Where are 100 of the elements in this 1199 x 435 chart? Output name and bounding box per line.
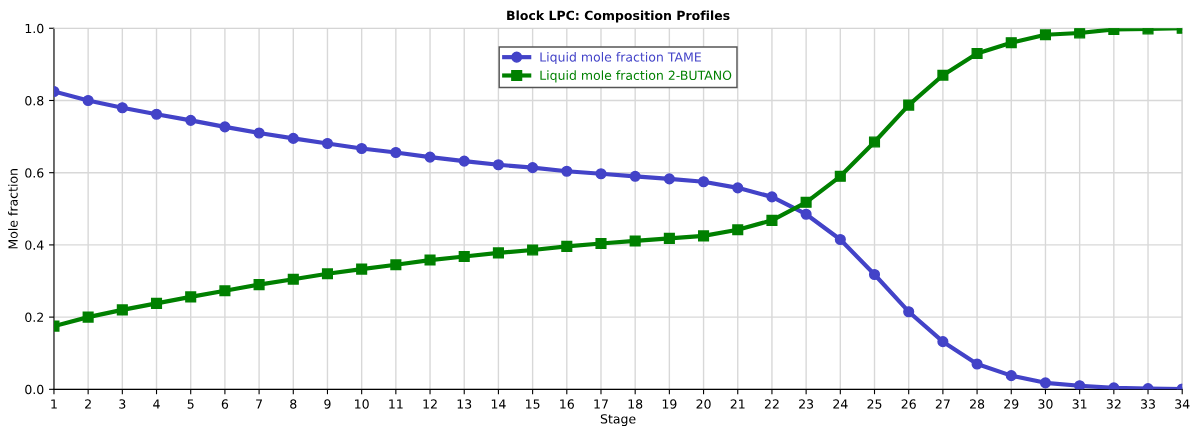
point xyxy=(253,279,265,291)
x-tick-label: 14 xyxy=(491,399,506,409)
y-tick-label: 0.2 xyxy=(25,312,43,323)
point xyxy=(800,196,812,208)
y-tick-label: 0.4 xyxy=(25,240,44,250)
x-tick-label: 4 xyxy=(153,399,160,409)
x-axis-title: Stage xyxy=(600,414,636,427)
point xyxy=(253,127,265,139)
x-tick-label: 3 xyxy=(119,399,126,409)
point xyxy=(82,311,94,323)
point xyxy=(150,108,163,120)
x-tick-label: 9 xyxy=(324,399,331,409)
x-tick-label: 1 xyxy=(51,399,57,409)
point xyxy=(185,114,197,126)
point xyxy=(1005,37,1017,49)
y-tick-label: 1.0 xyxy=(25,23,44,34)
x-tick-label: 2 xyxy=(85,399,91,409)
point xyxy=(561,240,573,252)
point xyxy=(732,224,744,236)
x-tick-label: 31 xyxy=(1072,399,1087,409)
point xyxy=(1074,28,1086,39)
point xyxy=(937,69,949,81)
x-tick-label: 28 xyxy=(970,399,985,409)
point xyxy=(698,176,710,188)
x-tick-label: 22 xyxy=(764,399,779,409)
point xyxy=(1039,377,1052,389)
x-tick-label: 25 xyxy=(867,399,882,409)
point xyxy=(1074,380,1086,390)
x-tick-label: 15 xyxy=(526,399,540,409)
x-tick-label: 30 xyxy=(1038,399,1053,409)
point xyxy=(903,99,915,111)
x-tick-label: 11 xyxy=(389,399,403,409)
point xyxy=(663,232,675,244)
point xyxy=(321,268,334,280)
point xyxy=(868,136,881,148)
point xyxy=(595,168,607,180)
point xyxy=(458,250,470,263)
point xyxy=(1039,29,1052,41)
x-tick-label: 17 xyxy=(594,399,608,409)
point xyxy=(287,132,299,144)
x-tick-label: 21 xyxy=(730,399,745,409)
point xyxy=(971,358,983,370)
y-tick-label: 0.0 xyxy=(25,384,44,395)
point xyxy=(595,237,607,250)
point xyxy=(971,47,983,60)
point xyxy=(868,268,881,281)
x-tick-label: 24 xyxy=(833,399,848,409)
x-tick-label: 29 xyxy=(1004,399,1019,409)
point xyxy=(287,273,299,285)
x-tick-label: 33 xyxy=(1141,399,1155,409)
legend-label: Liquid mole fraction 2-BUTANO xyxy=(540,70,732,83)
y-axis-title: Mole fraction xyxy=(8,169,18,249)
point xyxy=(766,214,778,226)
point xyxy=(356,263,368,275)
x-tick-label: 27 xyxy=(935,399,950,409)
x-tick-label: 20 xyxy=(696,399,711,409)
point xyxy=(82,94,94,107)
point xyxy=(424,254,436,266)
point xyxy=(834,233,846,246)
point xyxy=(766,191,778,203)
point xyxy=(698,230,710,242)
y-tick-label: 0.8 xyxy=(25,95,44,106)
x-tick-label: 8 xyxy=(290,399,297,409)
point xyxy=(903,306,915,318)
point xyxy=(629,170,641,182)
point xyxy=(458,155,470,167)
point xyxy=(834,170,846,182)
point xyxy=(800,208,812,220)
point xyxy=(116,102,128,114)
point xyxy=(390,146,402,159)
point xyxy=(390,259,402,271)
y-tick-label: 0.6 xyxy=(25,168,44,178)
point xyxy=(663,173,675,185)
point xyxy=(356,142,368,155)
point xyxy=(561,165,573,177)
point xyxy=(1005,370,1017,382)
point xyxy=(629,235,641,247)
point xyxy=(424,151,436,163)
point xyxy=(732,182,744,194)
legend-label: Liquid mole fraction TAME xyxy=(540,52,701,65)
chart-title: Block LPC: Composition Profiles xyxy=(507,10,730,23)
point xyxy=(937,336,949,348)
point xyxy=(492,159,504,171)
x-tick-label: 23 xyxy=(799,399,814,409)
x-tick-label: 6 xyxy=(221,399,229,409)
point xyxy=(321,137,334,150)
x-tick-label: 19 xyxy=(662,399,677,409)
point xyxy=(492,247,504,259)
x-tick-label: 12 xyxy=(423,399,437,409)
x-tick-label: 16 xyxy=(560,399,574,409)
point xyxy=(527,244,539,256)
point xyxy=(185,291,197,303)
x-tick-label: 18 xyxy=(628,399,643,409)
point xyxy=(527,162,539,174)
x-tick-label: 26 xyxy=(901,399,916,409)
x-tick-label: 7 xyxy=(256,399,262,409)
point xyxy=(219,121,231,133)
x-tick-label: 32 xyxy=(1106,399,1121,409)
x-tick-label: 13 xyxy=(457,399,472,409)
x-tick-label: 10 xyxy=(355,399,369,409)
